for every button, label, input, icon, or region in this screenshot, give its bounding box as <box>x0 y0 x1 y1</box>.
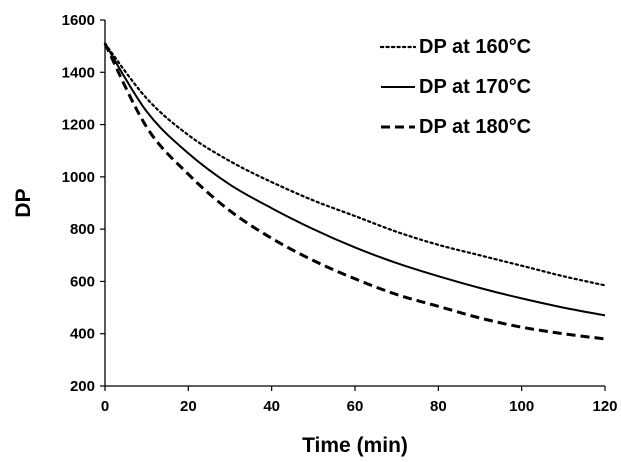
x-tick-label: 40 <box>263 398 280 415</box>
y-tick-label: 1600 <box>62 12 95 29</box>
x-tick-label: 100 <box>509 398 534 415</box>
series-line-3 <box>103 42 606 341</box>
y-tick-label: 800 <box>70 221 95 238</box>
series-line-1 <box>103 42 607 287</box>
series-line-2 <box>104 42 606 317</box>
y-axis-title: DP <box>12 188 35 217</box>
x-axis-title: Time (min) <box>302 434 408 457</box>
x-tick-label: 120 <box>592 398 617 415</box>
x-tick-label: 80 <box>430 398 447 415</box>
legend: DP at 160°C DP at 170°C DP at 180°C <box>379 36 531 138</box>
x-tick-label: 60 <box>347 398 364 415</box>
y-tick-label: 1400 <box>62 64 95 81</box>
legend-label-2: DP at 170°C <box>419 76 531 98</box>
series-layer <box>103 42 607 341</box>
y-tick-label: 600 <box>70 273 95 290</box>
y-tick-label: 400 <box>70 326 95 343</box>
y-tick-label: 200 <box>70 378 95 395</box>
y-tick-label: 1200 <box>62 117 95 134</box>
x-tick-label: 0 <box>101 398 109 415</box>
legend-label-1: DP at 160°C <box>419 36 531 58</box>
x-tick-label: 20 <box>180 398 197 415</box>
y-tick-label: 1000 <box>62 169 95 186</box>
legend-label-3: DP at 180°C <box>419 116 531 138</box>
axes: 200 400 600 800 1000 1200 1400 1600 0 20 40 60 80 100… <box>62 12 618 415</box>
